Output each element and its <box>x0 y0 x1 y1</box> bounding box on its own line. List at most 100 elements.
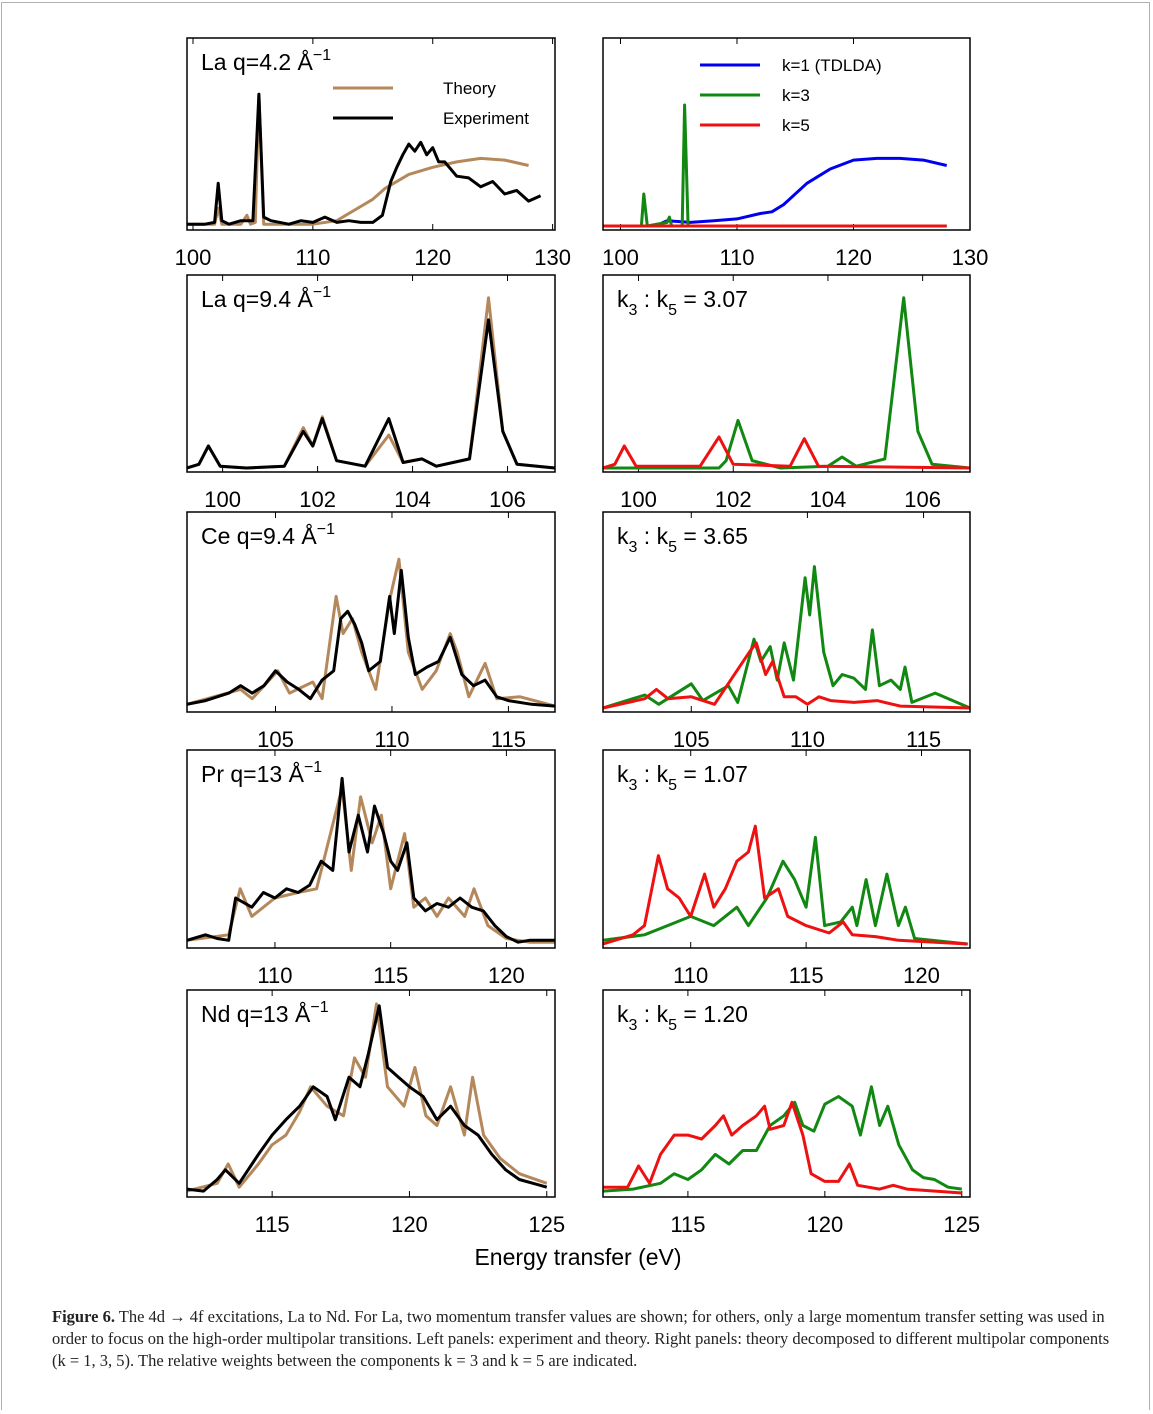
legend-label: k=3 <box>782 86 810 105</box>
series-line <box>603 103 947 228</box>
annotation-part: k <box>617 523 629 549</box>
annotation-part: k <box>617 1001 629 1027</box>
x-tick-label: 115 <box>255 1212 290 1237</box>
legend-label: Theory <box>443 79 496 98</box>
annotation-part: 3 <box>629 539 638 556</box>
panel-frame <box>602 37 971 231</box>
annotation-part: = 3.65 <box>677 523 748 549</box>
series-line <box>603 435 970 470</box>
x-tick-label: 104 <box>394 487 431 512</box>
annotation-part: 3 <box>629 777 638 794</box>
x-tick-label: 105 <box>673 727 710 752</box>
annotation-part: 3 <box>629 302 638 319</box>
x-tick-label: 104 <box>810 487 847 512</box>
annotation-part: : k <box>637 1001 668 1027</box>
annotation: k3 : k5 = 1.20 <box>617 1001 748 1034</box>
x-tick-label: 115 <box>906 727 941 752</box>
annotation-part: −1 <box>313 47 331 64</box>
annotation-part: 5 <box>668 539 677 556</box>
series-line <box>603 1100 962 1195</box>
annotation: k3 : k5 = 1.07 <box>617 761 748 794</box>
panel-frame <box>186 749 556 949</box>
x-tick-label: 110 <box>257 963 292 988</box>
panel-frame <box>602 749 971 949</box>
series-line <box>603 1085 963 1193</box>
legend-label: Experiment <box>443 109 529 128</box>
annotation-part: : k <box>637 286 668 312</box>
panel-frame <box>186 37 556 231</box>
series-line <box>187 318 555 470</box>
figure: Energy transfer (eV) 100 110 120 130 La q=4.… <box>175 37 989 1270</box>
plot-area <box>187 776 555 944</box>
x-tick-label: 110 <box>374 727 409 752</box>
caption: Figure 6. The 4d → 4f excitations, La to… <box>52 1306 1112 1372</box>
annotation-part: La q=9.4 Å <box>201 285 314 312</box>
plot-area <box>603 1085 963 1195</box>
annotation-part: 5 <box>668 1017 677 1034</box>
x-tick-label: 120 <box>806 1212 843 1237</box>
plot-area <box>603 565 970 710</box>
plot-area <box>603 296 970 470</box>
x-tick-label: 120 <box>391 1212 428 1237</box>
panel-frame <box>602 511 971 713</box>
x-tick-label: 115 <box>373 963 408 988</box>
plot-area <box>187 557 555 708</box>
caption-text: The 4d → 4f excitations, La to Nd. For L… <box>52 1307 1110 1370</box>
annotation-part: −1 <box>310 999 328 1016</box>
x-axis-label: Energy transfer (eV) <box>474 1244 681 1270</box>
x-tick-label: 115 <box>670 1212 705 1237</box>
annotation-part: Nd q=13 Å <box>201 1000 311 1027</box>
annotation-part: = 1.20 <box>677 1001 748 1027</box>
series-line <box>603 296 970 470</box>
x-tick-label: 110 <box>673 963 708 988</box>
x-tick-label: 125 <box>528 1212 565 1237</box>
series-line <box>187 1002 548 1193</box>
legend-label: k=5 <box>782 116 810 135</box>
x-tick-label: 120 <box>835 245 872 270</box>
annotation: k3 : k5 = 3.07 <box>617 286 748 319</box>
x-tick-label: 102 <box>715 487 752 512</box>
x-tick-label: 115 <box>491 727 526 752</box>
series-line <box>603 641 970 710</box>
annotation-part: Pr q=13 Å <box>201 760 305 787</box>
series-line <box>603 835 968 946</box>
series-line <box>187 92 542 226</box>
annotation-part: 3 <box>629 1017 638 1034</box>
series-line <box>187 296 555 470</box>
x-tick-label: 110 <box>719 245 754 270</box>
x-tick-label: 125 <box>943 1212 980 1237</box>
plot-area <box>603 103 948 228</box>
series-line <box>603 565 970 710</box>
x-tick-label: 120 <box>488 963 525 988</box>
panel-frame <box>186 989 556 1198</box>
annotation-part: Ce q=9.4 Å <box>201 522 317 549</box>
annotation-part: 5 <box>668 302 677 319</box>
x-tick-label: 100 <box>620 487 657 512</box>
annotation-part: = 1.07 <box>677 761 748 787</box>
panel-frame <box>186 511 556 713</box>
annotation-part: −1 <box>317 521 335 538</box>
x-tick-label: 130 <box>952 245 989 270</box>
x-tick-label: 100 <box>204 487 241 512</box>
annotation: Ce q=9.4 Å−1 <box>201 521 335 549</box>
annotation: Pr q=13 Å−1 <box>201 759 322 787</box>
annotation-part: 5 <box>668 777 677 794</box>
annotation-part: La q=4.2 Å <box>201 48 314 75</box>
x-tick-label: 106 <box>489 487 526 512</box>
series-line <box>603 824 968 946</box>
series-line <box>187 557 555 708</box>
annotation-part: k <box>617 286 629 312</box>
plot-area <box>187 1002 548 1193</box>
annotation-part: : k <box>637 523 668 549</box>
plot-area <box>187 296 555 470</box>
x-tick-label: 100 <box>602 245 639 270</box>
x-tick-label: 105 <box>257 727 294 752</box>
annotation-part: : k <box>637 761 668 787</box>
panel-frame <box>602 274 971 473</box>
panel-frame <box>186 274 556 473</box>
annotation-part: k <box>617 761 629 787</box>
panel-frame <box>602 989 971 1198</box>
annotation-part: −1 <box>304 759 322 776</box>
x-tick-label: 100 <box>175 245 212 270</box>
